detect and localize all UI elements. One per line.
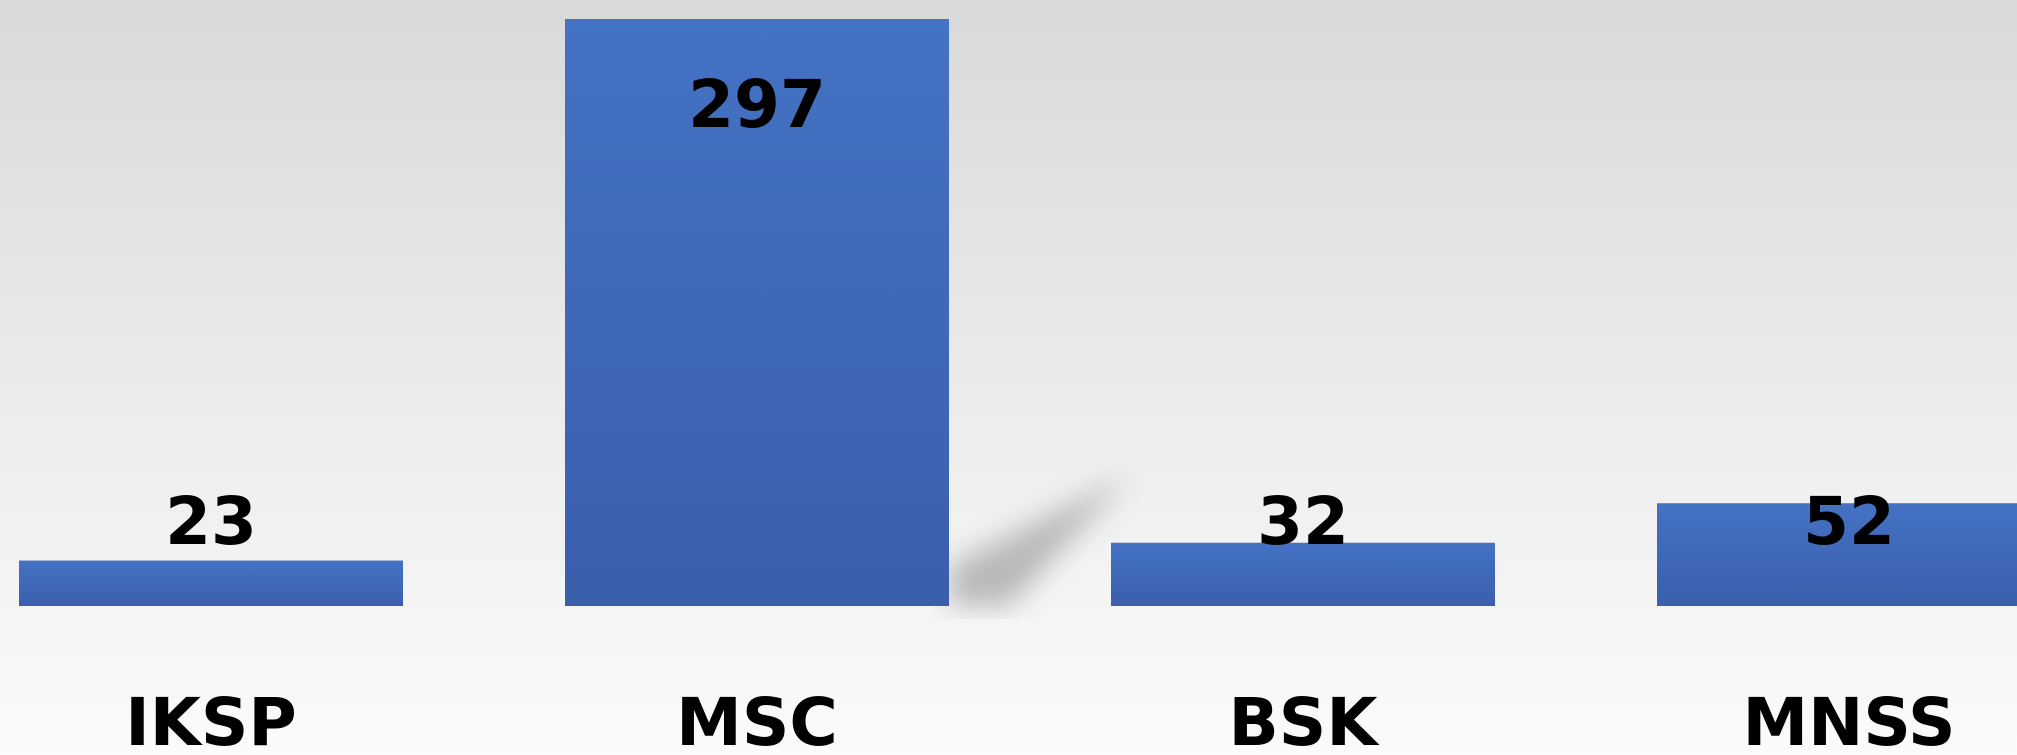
data-label: 52 (1803, 483, 1895, 560)
x-tick-label: MSC (676, 684, 838, 755)
bar (19, 560, 403, 606)
x-tick-label: MNSS (1742, 684, 1955, 755)
bar-shadow (949, 476, 1129, 606)
x-tick-label: IKSP (125, 684, 297, 755)
bar (1111, 542, 1495, 606)
bar (1657, 503, 2017, 606)
data-label: 297 (688, 66, 826, 143)
x-tick-label: BSK (1229, 684, 1381, 755)
data-label: 23 (165, 483, 257, 560)
data-label: 32 (1257, 483, 1349, 560)
plot-area: 23 IKSP 297 MSC 32 BSK 52 MNSS (19, 19, 2017, 755)
bar (565, 19, 949, 606)
